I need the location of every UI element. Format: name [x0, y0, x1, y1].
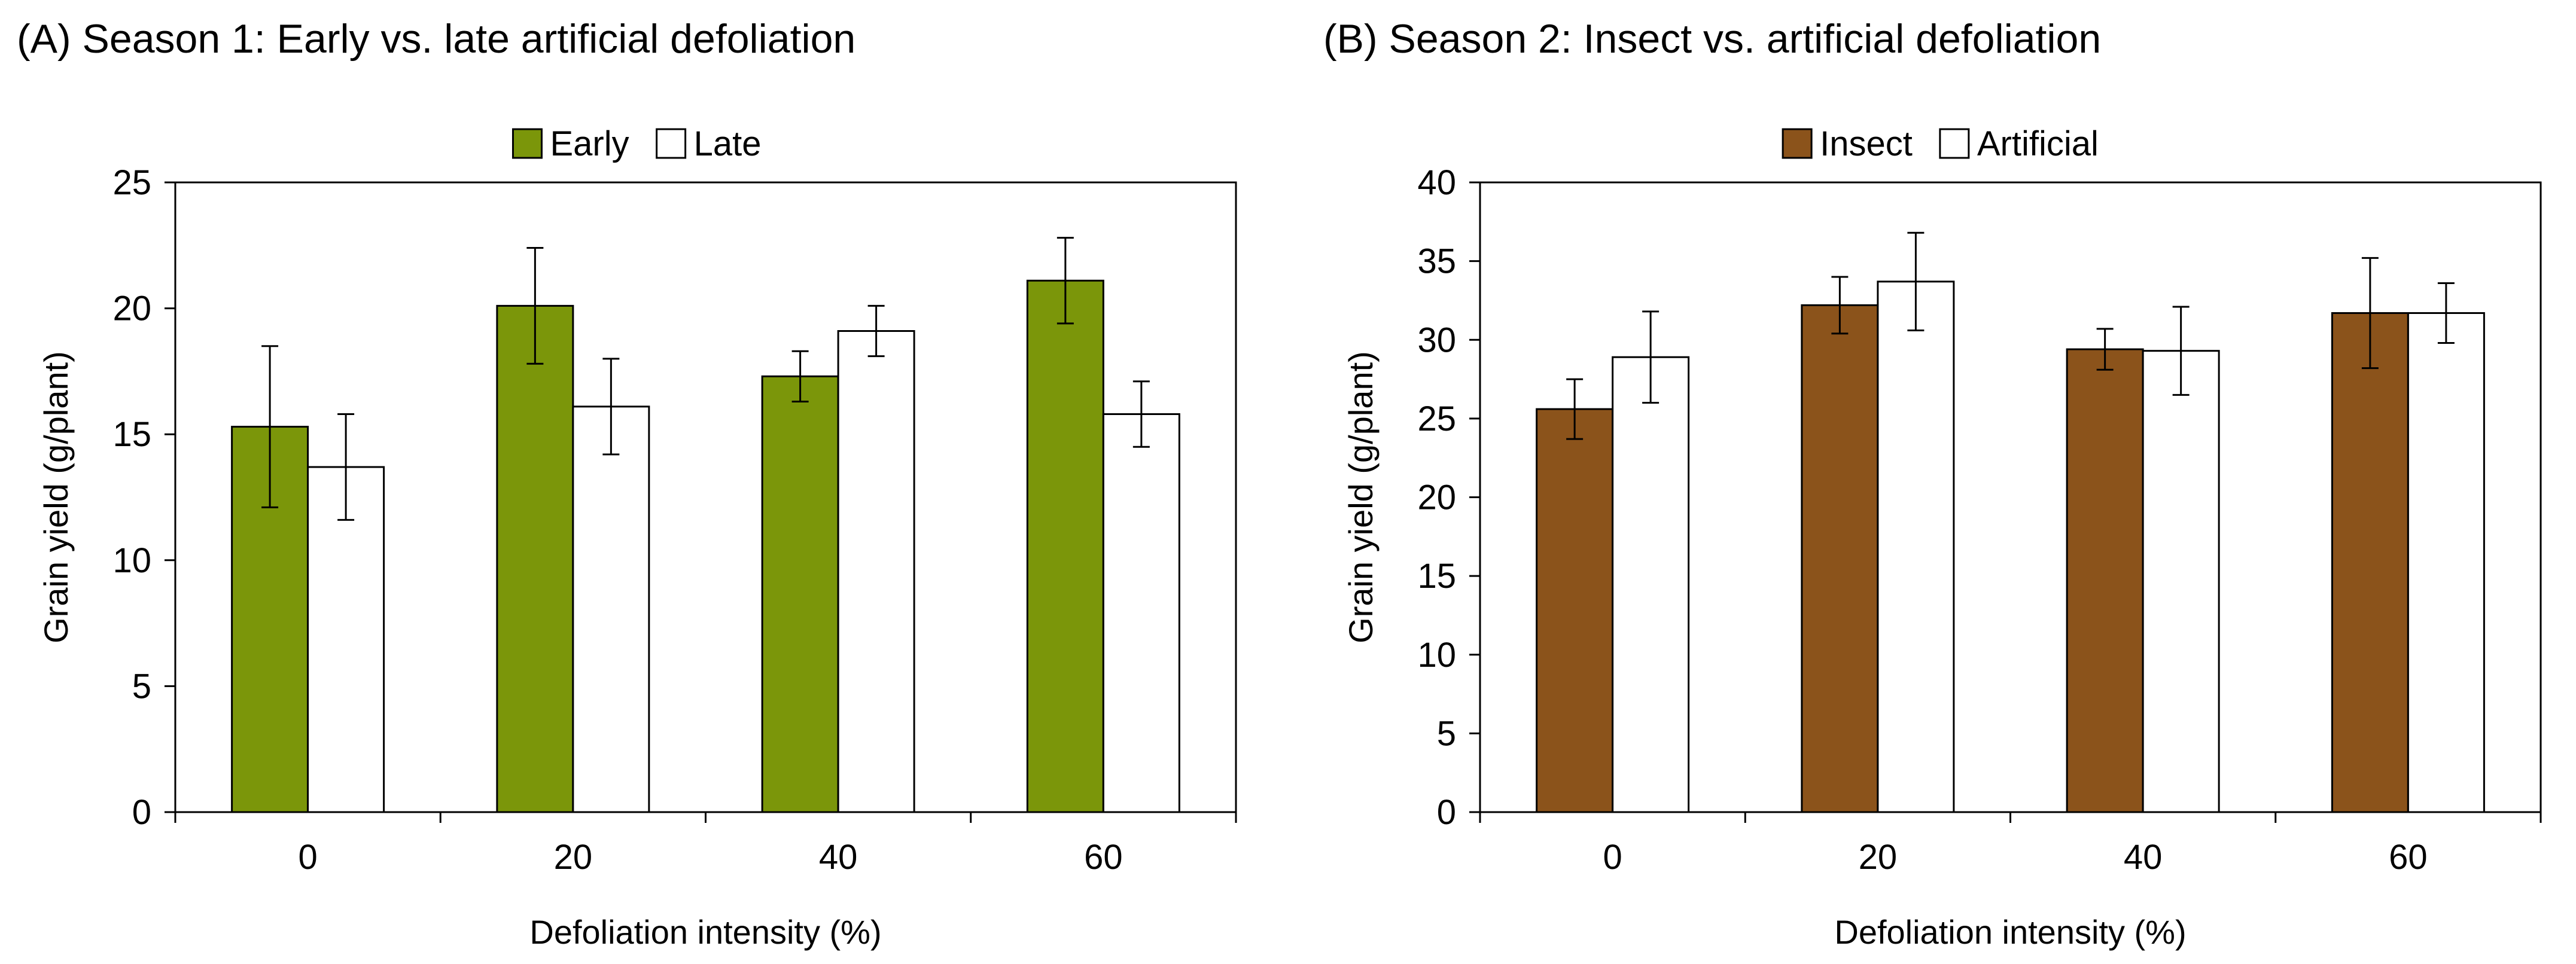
- x-category-label: 60: [1084, 838, 1123, 877]
- bar-late-40: [837, 330, 915, 813]
- bar-early-20: [496, 304, 574, 813]
- y-tick-label: 20: [1417, 478, 1456, 517]
- y-axis-title: Grain yield (g/plant): [37, 351, 75, 643]
- bar-insect-20: [1801, 304, 1879, 813]
- chart-a: 0 5 10 15 20 25 0 20 40 60 Defoliation intensity (…: [37, 124, 1237, 951]
- x-category-label: 0: [1603, 838, 1622, 877]
- x-axis-title: Defoliation intensity (%): [529, 913, 881, 951]
- legend-swatch-late: [656, 128, 687, 159]
- bar-insect-0: [1536, 408, 1614, 813]
- bar-artificial-40: [2142, 350, 2220, 813]
- x-axis-title: Defoliation intensity (%): [1834, 913, 2186, 951]
- chart-b: 0 5 10 15 20 25 30 35 40 0 20 40 60 Defoliation inten…: [1342, 124, 2542, 951]
- bar-late-0: [307, 466, 385, 813]
- legend: Insect Artificial: [1782, 124, 2099, 163]
- bar-artificial-0: [1612, 356, 1690, 813]
- x-category-label: 40: [2124, 838, 2163, 877]
- y-tick-label: 30: [1417, 321, 1456, 359]
- y-tick-label: 10: [1417, 636, 1456, 675]
- panel-a-title: (A) Season 1: Early vs. late artificial …: [17, 16, 856, 62]
- bar-early-40: [761, 375, 839, 813]
- y-tick-label: 5: [132, 667, 151, 706]
- x-category-label: 40: [819, 838, 858, 877]
- y-tick-label: 5: [1437, 714, 1456, 753]
- y-tick-label: 40: [1417, 163, 1456, 202]
- y-tick-label: 10: [112, 541, 151, 580]
- y-tick-label: 25: [112, 163, 151, 202]
- y-tick-label: 20: [112, 289, 151, 328]
- y-tick-label: 15: [1417, 557, 1456, 596]
- y-axis-title: Grain yield (g/plant): [1342, 351, 1380, 643]
- bar-late-20: [572, 405, 650, 813]
- x-category-label: 0: [298, 838, 317, 877]
- x-category-label: 20: [554, 838, 593, 877]
- legend: Early Late: [511, 124, 762, 163]
- bar-late-60: [1102, 413, 1180, 813]
- y-tick-label: 35: [1417, 242, 1456, 281]
- bar-insect-60: [2331, 312, 2409, 813]
- legend-swatch-early: [511, 128, 543, 159]
- y-tick-label: 15: [112, 415, 151, 454]
- bar-artificial-60: [2407, 312, 2485, 813]
- y-tick-label: 0: [132, 793, 151, 832]
- panel-b-title: (B) Season 2: Insect vs. artificial defo…: [1323, 16, 2102, 62]
- x-category-label: 20: [1859, 838, 1898, 877]
- legend-label: Artificial: [1977, 124, 2099, 163]
- legend-swatch-artificial: [1939, 128, 1970, 159]
- legend-swatch-insect: [1782, 128, 1813, 159]
- legend-label: Early: [550, 124, 629, 163]
- y-tick-label: 0: [1437, 793, 1456, 832]
- bar-insect-40: [2066, 348, 2144, 813]
- legend-label: Late: [694, 124, 762, 163]
- legend-label: Insect: [1820, 124, 1913, 163]
- bar-early-60: [1026, 279, 1104, 813]
- bar-artificial-20: [1877, 280, 1955, 813]
- y-tick-label: 25: [1417, 399, 1456, 438]
- x-category-label: 60: [2389, 838, 2428, 877]
